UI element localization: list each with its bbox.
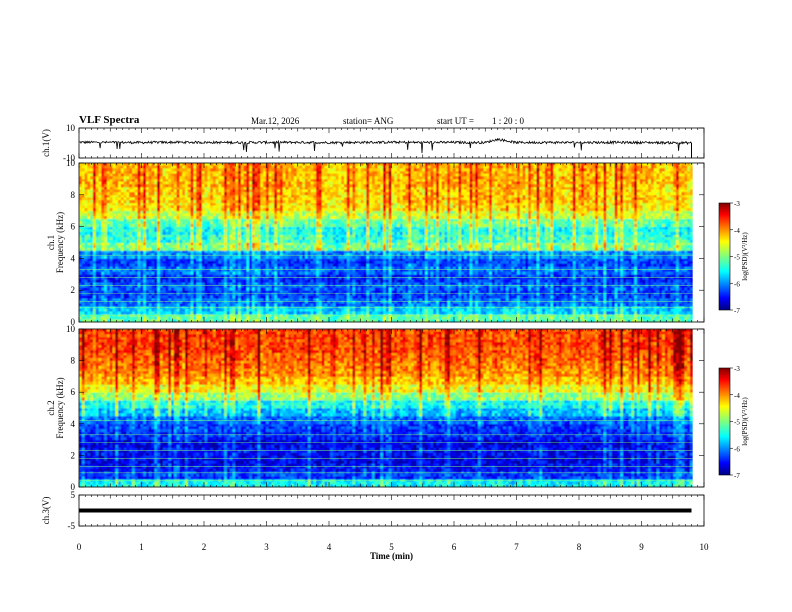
ch1_spectrogram-colorbar: -3 -4 -5 -6 -7 log(PSD)(V²/Hz) [719, 200, 749, 315]
ch2_spectrogram-ylabel: ch.2Frequency (kHz) [46, 377, 65, 438]
y-tick-label: 6 [71, 222, 76, 232]
x-tick-label-3: 3 [264, 542, 269, 552]
y-tick-label: -5 [68, 521, 76, 531]
colorbar-tick-label: -4 [734, 392, 740, 400]
x-tick-label-9: 9 [639, 542, 644, 552]
ch1_waveform-trace [79, 139, 692, 153]
ch2_spectrogram-image [79, 329, 693, 487]
y-tick-label: 10 [66, 123, 76, 133]
y-tick-label: 6 [71, 387, 76, 397]
ch1_waveform-ylabel: ch.1(V) [41, 129, 51, 157]
y-tick-label: 10 [66, 158, 76, 168]
x-tick-label-6: 6 [452, 542, 457, 552]
colorbar-tick-label: -3 [734, 200, 740, 208]
y-tick-label: 10 [66, 324, 76, 334]
colorbar-tick-label: -6 [734, 445, 740, 453]
y-tick-label: 8 [71, 356, 76, 366]
colorbar-tick-label: -3 [734, 365, 740, 373]
x-tick-label-0: 0 [77, 542, 82, 552]
colorbar-tick-label: -6 [734, 280, 740, 288]
y-tick-label: 4 [71, 253, 76, 263]
x-tick-label-1: 1 [139, 542, 144, 552]
y-tick-label: 4 [71, 419, 76, 429]
colorbar-label: log(PSD)(V²/Hz) [741, 232, 749, 281]
y-tick-label: 5 [71, 490, 76, 500]
colorbar-tick-label: -7 [734, 307, 740, 315]
x-tick-label-10: 10 [700, 542, 710, 552]
x-tick-label-7: 7 [514, 542, 519, 552]
x-tick-label-2: 2 [202, 542, 207, 552]
colorbar-label: log(PSD)(V²/Hz) [741, 397, 749, 446]
ch3_waveform-ylabel: ch.3(V) [41, 497, 51, 525]
x-axis-label: Time (min) [370, 551, 413, 561]
x-tick-label-8: 8 [577, 542, 582, 552]
ch1_spectrogram-image [79, 163, 693, 322]
colorbar-tick-label: -5 [734, 254, 740, 262]
colorbar-tick-label: -7 [734, 472, 740, 480]
colorbar-tick-label: -4 [734, 227, 740, 235]
y-tick-label: 2 [71, 450, 76, 460]
x-tick-label-4: 4 [327, 542, 332, 552]
colorbar-tick-label: -5 [734, 419, 740, 427]
ch1_spectrogram-ylabel: ch.1Frequency (kHz) [46, 212, 65, 273]
y-tick-label: 2 [71, 285, 76, 295]
y-tick-label: 8 [71, 190, 76, 200]
ch2_spectrogram-colorbar: -3 -4 -5 -6 -7 log(PSD)(V²/Hz) [719, 365, 749, 480]
